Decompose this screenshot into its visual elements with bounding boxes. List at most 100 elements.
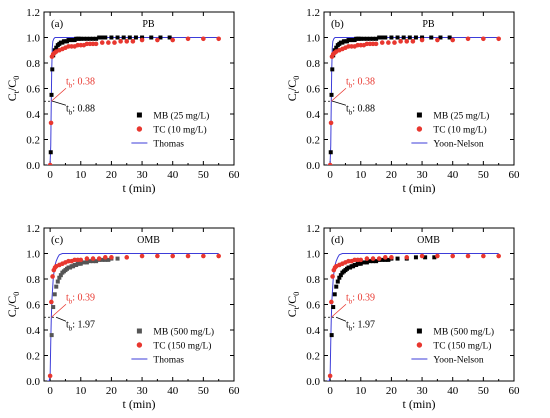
- data-point-circle: [90, 256, 96, 261]
- data-point-square: [121, 35, 126, 40]
- data-point-square: [329, 92, 334, 97]
- y-tick-label: 0.8: [26, 58, 40, 70]
- data-point-circle: [102, 255, 108, 260]
- data-point-square: [420, 35, 425, 40]
- x-tick-label: 50: [198, 385, 210, 397]
- data-point-circle: [496, 36, 501, 42]
- legend: MB (500 mg/L) TC (150 mg/L) Yoon-Nelson: [411, 327, 494, 366]
- data-point-circle: [419, 37, 425, 43]
- fit-line: [47, 37, 219, 165]
- data-point-circle: [155, 253, 160, 259]
- data-point-square: [367, 259, 372, 264]
- data-point-circle: [376, 256, 382, 261]
- data-point-circle: [364, 256, 370, 261]
- data-point-square: [133, 35, 138, 40]
- y-tick-label: 1.0: [306, 33, 320, 45]
- data-point-circle: [419, 253, 425, 259]
- data-point-square: [106, 257, 111, 262]
- y-tick-label: 1.2: [26, 7, 40, 19]
- data-point-square: [330, 67, 335, 72]
- x-tick-label: 30: [137, 385, 149, 397]
- data-point-circle: [435, 253, 440, 259]
- y-tick-label: 0.6: [26, 300, 40, 312]
- y-tick-label: 0.6: [26, 84, 40, 96]
- y-tick-label: 1.2: [306, 7, 320, 19]
- data-point-square: [337, 275, 342, 280]
- data-point-square: [329, 333, 334, 338]
- x-tick-label: 0: [327, 169, 333, 181]
- plot-frame: [323, 11, 515, 166]
- data-point-circle: [118, 39, 123, 44]
- panel-c: 0 10 20 30 40 50 60 0.0 0.2 0.4 0.6 0.8 1.0 1.2 t (min…: [5, 223, 240, 411]
- x-tick-label: 60: [229, 385, 241, 397]
- y-tick-label: 0.6: [306, 84, 320, 96]
- x-tick-label: 20: [106, 169, 118, 181]
- data-point-square: [361, 260, 366, 265]
- legend-label: TC (10 mg/L): [433, 125, 486, 136]
- x-tick-label: 0: [47, 169, 53, 181]
- y-tick-label: 1.2: [26, 223, 40, 235]
- annotation-lower: tb: 1.97: [66, 319, 95, 332]
- panel-a: 0 10 20 30 40 50 60 0.0 0.2 0.4 0.6 0.8 1.0 1.2 t (min…: [5, 7, 240, 195]
- panel-b: 0 10 20 30 40 50 60 0.0 0.2 0.4 0.6 0.8 1.0 1.2 t (min…: [285, 7, 520, 195]
- data-point-circle: [496, 253, 501, 259]
- data-point-square: [100, 35, 105, 40]
- legend-label: Yoon-Nelson: [433, 356, 483, 366]
- data-point-circle: [370, 256, 376, 261]
- data-point-circle: [130, 39, 136, 44]
- data-point-square: [49, 92, 54, 97]
- x-tick-label: 50: [478, 169, 490, 181]
- y-tick-label: 0.0: [306, 160, 320, 172]
- data-point-circle: [47, 373, 53, 379]
- x-tick-label: 30: [137, 169, 149, 181]
- y-tick-label: 0.4: [26, 109, 40, 121]
- x-tick-label: 50: [198, 169, 210, 181]
- data-point-square: [413, 35, 418, 40]
- panel-d: 0 10 20 30 40 50 60 0.0 0.2 0.4 0.6 0.8 1.0 1.2 t (min…: [285, 223, 520, 411]
- annotation-arrow-upper: [331, 87, 347, 102]
- data-point-circle: [465, 253, 471, 259]
- x-tick-label: 40: [447, 385, 459, 397]
- annotation-arrow-lower: [52, 100, 67, 106]
- legend: MB (25 mg/L) TC (10 mg/L) Thomas: [131, 111, 209, 150]
- y-tick-label: 0.6: [306, 300, 320, 312]
- data-point-square: [57, 275, 62, 280]
- annotation-upper: tb: 0.38: [346, 76, 375, 89]
- legend-label: TC (150 mg/L): [153, 341, 211, 352]
- data-point-square: [81, 260, 86, 265]
- data-point-circle: [185, 253, 191, 259]
- legend-swatch-square: [136, 112, 142, 118]
- data-point-square: [374, 259, 379, 264]
- legend: MB (500 mg/L) TC (150 mg/L) Thomas: [131, 327, 214, 366]
- data-layer: [47, 253, 221, 381]
- legend: MB (25 mg/L) TC (10 mg/L) Yoon-Nelson: [411, 111, 489, 150]
- x-tick-label: 40: [167, 385, 179, 397]
- x-tick-label: 30: [417, 385, 429, 397]
- x-tick-label: 60: [509, 385, 521, 397]
- data-point-circle: [124, 39, 130, 44]
- y-tick-label: 0.8: [306, 58, 320, 70]
- annotation-lower: tb: 0.88: [346, 103, 375, 116]
- data-point-circle: [139, 253, 145, 259]
- annotation-arrow-upper: [51, 87, 67, 102]
- annotation-lower: tb: 0.88: [66, 103, 95, 116]
- legend-swatch-square: [136, 328, 142, 334]
- x-tick-label: 0: [47, 385, 53, 397]
- data-point-circle: [112, 40, 117, 45]
- data-point-circle: [109, 255, 114, 260]
- data-point-square: [115, 256, 120, 261]
- data-point-square: [380, 257, 385, 262]
- data-point-square: [49, 333, 54, 338]
- legend-swatch-circle: [136, 126, 143, 132]
- y-tick-label: 1.0: [26, 249, 40, 261]
- data-point-circle: [404, 39, 410, 44]
- data-point-square: [94, 259, 99, 264]
- data-point-circle: [386, 40, 391, 45]
- data-point-square: [103, 257, 108, 262]
- data-point-square: [364, 260, 369, 265]
- data-point-square: [358, 36, 363, 41]
- data-point-square: [374, 36, 379, 41]
- data-point-circle: [84, 256, 90, 261]
- data-point-circle: [450, 253, 456, 259]
